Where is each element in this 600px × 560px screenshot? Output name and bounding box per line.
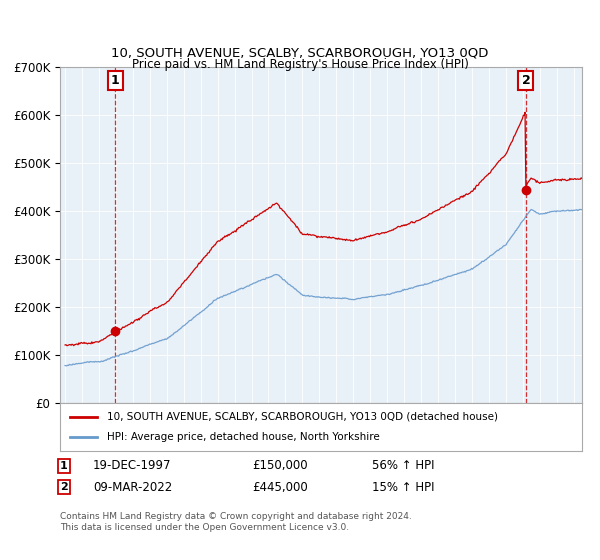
- Text: Price paid vs. HM Land Registry's House Price Index (HPI): Price paid vs. HM Land Registry's House …: [131, 58, 469, 71]
- Text: £445,000: £445,000: [252, 480, 308, 494]
- Text: 56% ↑ HPI: 56% ↑ HPI: [372, 459, 434, 473]
- Text: 1: 1: [111, 74, 120, 87]
- Text: HPI: Average price, detached house, North Yorkshire: HPI: Average price, detached house, Nort…: [107, 432, 380, 442]
- Text: Contains HM Land Registry data © Crown copyright and database right 2024.
This d: Contains HM Land Registry data © Crown c…: [60, 512, 412, 532]
- Text: 10, SOUTH AVENUE, SCALBY, SCARBOROUGH, YO13 0QD (detached house): 10, SOUTH AVENUE, SCALBY, SCARBOROUGH, Y…: [107, 412, 498, 422]
- Text: 1: 1: [60, 461, 68, 471]
- Text: 15% ↑ HPI: 15% ↑ HPI: [372, 480, 434, 494]
- Text: £150,000: £150,000: [252, 459, 308, 473]
- Text: 09-MAR-2022: 09-MAR-2022: [93, 480, 172, 494]
- Text: 19-DEC-1997: 19-DEC-1997: [93, 459, 172, 473]
- Text: 2: 2: [60, 482, 68, 492]
- Text: 2: 2: [521, 74, 530, 87]
- Text: 10, SOUTH AVENUE, SCALBY, SCARBOROUGH, YO13 0QD: 10, SOUTH AVENUE, SCALBY, SCARBOROUGH, Y…: [112, 46, 488, 60]
